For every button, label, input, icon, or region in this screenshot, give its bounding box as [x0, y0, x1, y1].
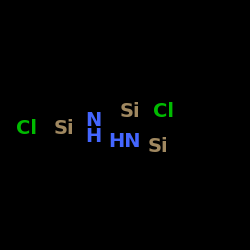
Text: Si: Si	[54, 119, 74, 138]
Text: Si: Si	[120, 102, 140, 121]
Text: Cl: Cl	[16, 119, 37, 138]
Text: HN: HN	[109, 132, 141, 151]
Text: H: H	[86, 127, 102, 146]
Text: Cl: Cl	[153, 102, 174, 121]
Text: N: N	[86, 110, 102, 130]
Text: Si: Si	[147, 137, 168, 156]
